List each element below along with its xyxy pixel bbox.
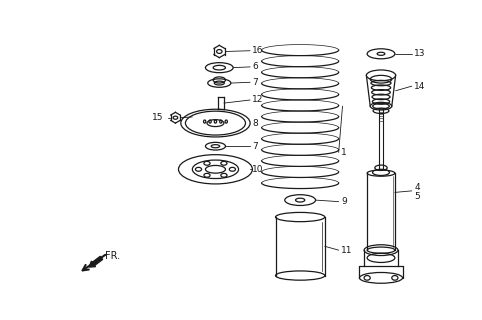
Text: 12: 12 (253, 95, 264, 105)
Text: 6: 6 (253, 62, 258, 71)
Text: 8: 8 (253, 119, 258, 128)
Text: 5: 5 (414, 192, 420, 201)
Text: 11: 11 (341, 246, 352, 255)
Text: 9: 9 (341, 197, 347, 206)
Text: 10: 10 (253, 165, 264, 174)
Text: 7: 7 (253, 142, 258, 151)
FancyArrow shape (89, 256, 103, 267)
Text: 16: 16 (253, 46, 264, 55)
Text: 4: 4 (414, 183, 420, 192)
Text: 1: 1 (341, 148, 347, 157)
Text: 7: 7 (253, 78, 258, 87)
Text: 14: 14 (414, 82, 426, 91)
Text: FR.: FR. (105, 251, 120, 261)
Text: 15: 15 (152, 113, 164, 122)
Text: 13: 13 (414, 49, 426, 58)
